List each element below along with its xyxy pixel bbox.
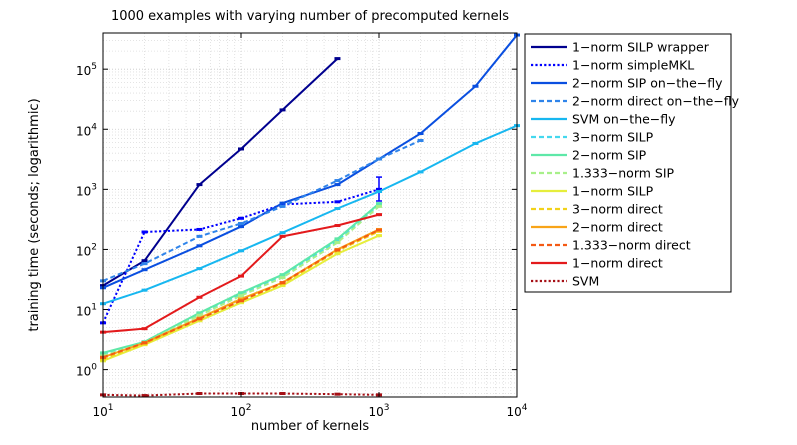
series-line — [102, 57, 339, 287]
legend-label: 3−norm SILP — [572, 130, 654, 145]
x-axis-label: number of kernels — [251, 419, 370, 434]
legend: 1−norm SILP wrapper 1−norm simpleMKL 2−nor… — [524, 33, 740, 293]
y-tick-label: 102 — [76, 242, 97, 258]
plot-area — [102, 32, 518, 398]
legend-label: 2−norm SIP on−the−fly — [572, 76, 723, 91]
x-tick-label: 103 — [368, 403, 389, 419]
legend-box — [524, 33, 732, 293]
legend-label: 1.333−norm SIP — [572, 166, 675, 181]
plot-background — [103, 33, 517, 397]
x-tick-label: 104 — [506, 403, 527, 419]
legend-label: 3−norm direct — [572, 202, 663, 217]
y-tick-label: 101 — [76, 303, 97, 319]
legend-label: 2−norm direct — [572, 220, 663, 235]
series-line — [102, 139, 421, 282]
x-tick-label: 102 — [230, 403, 251, 419]
axis-ticks: 101 102 103 104 100 101 102 103 104 105 — [76, 33, 528, 419]
y-tick-label: 104 — [76, 122, 97, 138]
legend-label: 1.333−norm direct — [572, 238, 691, 253]
grid — [102, 32, 517, 397]
legend-label: 2−norm SIP — [572, 148, 647, 163]
y-tick-label: 100 — [76, 363, 97, 379]
legend-label: 1−norm SILP — [572, 184, 654, 199]
y-tick-label: 105 — [76, 62, 97, 78]
series-3 — [100, 139, 424, 283]
x-tick-label: 101 — [92, 403, 113, 419]
y-axis-label: training time (seconds; logarithmic) — [27, 98, 42, 331]
legend-label: SVM — [572, 274, 599, 289]
legend-label: 1−norm direct — [572, 256, 663, 271]
series-0 — [100, 57, 341, 288]
legend-label: 1−norm simpleMKL — [572, 58, 694, 73]
y-tick-label: 103 — [76, 182, 97, 198]
chart-title: 1000 examples with varying number of pre… — [111, 9, 509, 24]
series-group — [100, 33, 520, 398]
legend-label: 2−norm direct on−the−fly — [572, 94, 740, 109]
series-12 — [100, 213, 382, 334]
series-11 — [100, 228, 382, 359]
legend-label: SVM on−the−fly — [572, 112, 676, 127]
series-line — [102, 124, 518, 305]
legend-label: 1−norm SILP wrapper — [572, 40, 710, 55]
